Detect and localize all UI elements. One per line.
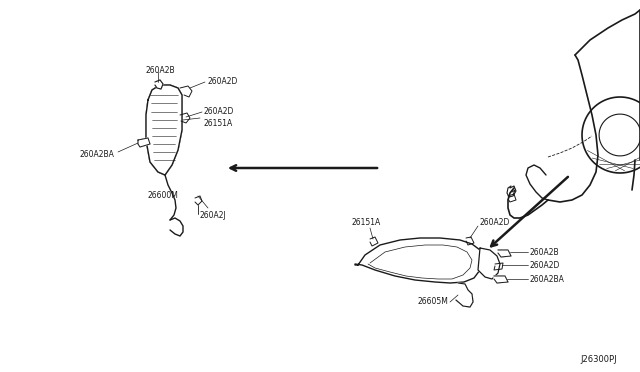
Text: 260A2J: 260A2J [200,211,227,219]
Text: 260A2D: 260A2D [204,106,234,115]
Text: 260A2BA: 260A2BA [80,150,115,158]
Polygon shape [498,250,511,257]
Text: 260A2B: 260A2B [530,247,559,257]
Text: 260A2D: 260A2D [480,218,510,227]
Text: 26605M: 26605M [418,298,449,307]
Polygon shape [146,85,182,175]
Text: 260A2D: 260A2D [530,260,561,269]
Polygon shape [155,80,163,89]
Text: 260A2B: 260A2B [145,65,175,74]
Text: J26300PJ: J26300PJ [580,356,616,365]
Text: 260A2BA: 260A2BA [530,275,565,283]
Polygon shape [355,238,483,283]
Polygon shape [478,248,500,279]
Polygon shape [138,138,150,147]
Text: 260A2D: 260A2D [207,77,237,86]
Polygon shape [456,283,473,307]
Polygon shape [494,276,508,283]
Text: 26600M: 26600M [147,190,178,199]
Text: 26151A: 26151A [352,218,381,227]
Text: 26151A: 26151A [204,119,233,128]
